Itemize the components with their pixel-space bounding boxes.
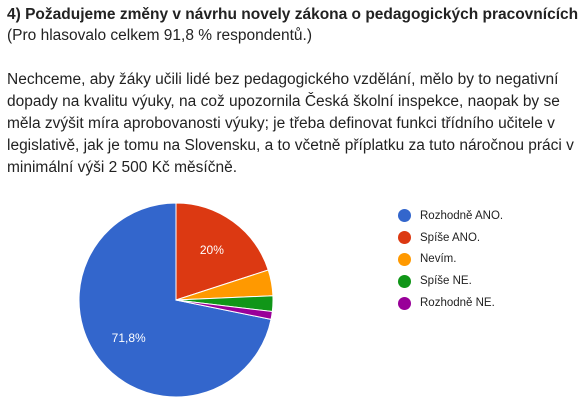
legend-item-2: Spíše ANO. [398, 227, 503, 249]
legend-label: Spíše ANO. [420, 231, 481, 244]
question-title: 4) Požadujeme změny v návrhu novely záko… [7, 6, 579, 23]
legend-color-dot [398, 209, 411, 223]
legend-color-dot [398, 252, 411, 266]
pie-slice-2 [175, 202, 269, 301]
pie-slice-label-2: 20% [200, 243, 224, 257]
chart-legend: Rozhodně ANO. Spíše ANO. Nevím. Spíše NE. Ro… [398, 205, 503, 314]
legend-label: Rozhodně NE. [420, 297, 495, 310]
legend-color-dot [398, 296, 411, 310]
legend-label: Rozhodně ANO. [420, 209, 504, 222]
legend-color-dot [398, 274, 411, 288]
legend-item-3: Nevím. [398, 249, 503, 271]
pie-slice-label-1: 71,8% [112, 331, 146, 345]
legend-label: Spíše NE. [420, 275, 472, 288]
question-note: (Pro hlasovalo celkem 91,8 % respondentů… [7, 27, 312, 44]
legend-item-1: Rozhodně ANO. [398, 205, 503, 227]
question-heading: 4) Požadujeme změny v návrhu novely záko… [7, 4, 582, 46]
question-body-text: Nechceme, aby žáky učili lidé bez pedago… [7, 71, 574, 176]
legend-item-5: Rozhodně NE. [398, 292, 503, 314]
legend-label: Nevím. [420, 253, 457, 266]
pie-slice-5 [175, 299, 273, 320]
pie-slice-1 [78, 202, 272, 398]
legend-color-dot [398, 231, 411, 245]
legend-item-4: Spíše NE. [398, 270, 503, 292]
